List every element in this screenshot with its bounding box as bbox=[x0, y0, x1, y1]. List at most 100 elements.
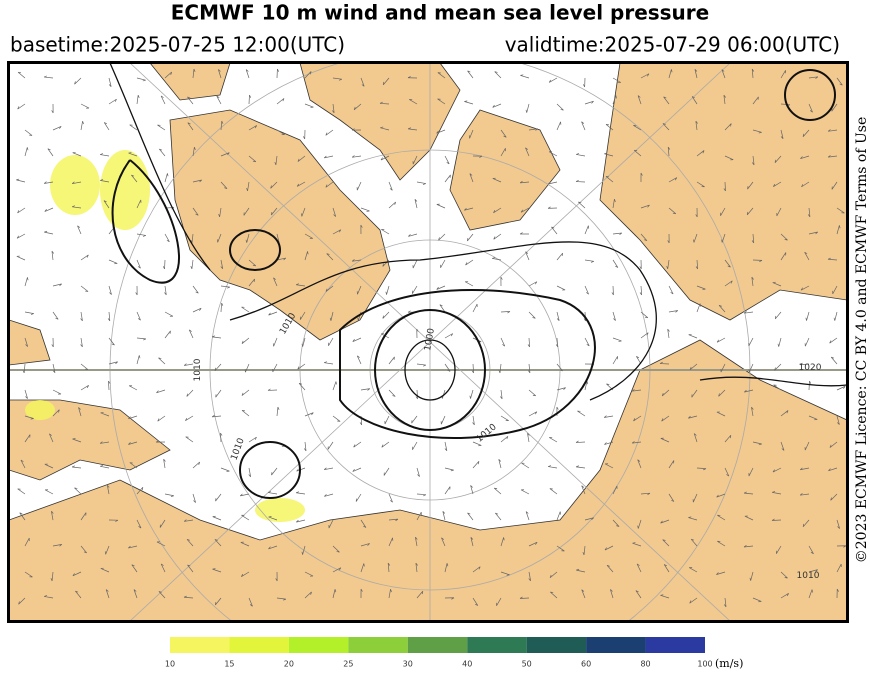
wind-arrow bbox=[549, 571, 558, 579]
wind-arrow bbox=[156, 389, 166, 394]
validtime: validtime:2025-07-29 06:00(UTC) bbox=[505, 33, 840, 57]
wind-arrow bbox=[464, 281, 474, 287]
wind-arrow bbox=[276, 68, 280, 79]
wind-arrow bbox=[716, 411, 726, 417]
wind-arrow bbox=[78, 407, 82, 417]
wind-arrow bbox=[212, 515, 222, 521]
wind-arrow bbox=[772, 491, 782, 495]
wind-arrow bbox=[584, 259, 595, 263]
wind-arrow bbox=[472, 597, 479, 606]
wind-arrows bbox=[16, 68, 847, 608]
contour-label: 1010 bbox=[797, 571, 820, 581]
wind-arrow bbox=[604, 441, 614, 445]
wind-arrow bbox=[164, 330, 171, 339]
wind-arrow bbox=[633, 415, 642, 422]
wind-arrow bbox=[51, 337, 54, 348]
wind-arrow bbox=[22, 363, 26, 374]
wind-arrow bbox=[471, 363, 474, 374]
wind-arrow bbox=[691, 389, 698, 398]
wind-arrow bbox=[743, 491, 754, 495]
wind-arrow bbox=[631, 441, 642, 444]
wind-arrow bbox=[612, 337, 622, 342]
wind-arrow bbox=[328, 337, 334, 346]
wind-arrow bbox=[80, 385, 89, 391]
wind-arrow bbox=[360, 563, 365, 573]
wind-arrow bbox=[472, 303, 478, 313]
wind-arrow bbox=[275, 571, 278, 582]
wind-arrow bbox=[577, 410, 586, 417]
wind-arrow bbox=[827, 155, 838, 158]
wind-arrow bbox=[414, 199, 418, 209]
wind-arrow bbox=[661, 389, 670, 397]
wind-arrow bbox=[72, 151, 82, 157]
wind-arrow bbox=[831, 181, 838, 190]
wind-arrow bbox=[689, 363, 698, 371]
wind-arrow bbox=[158, 357, 166, 365]
wind-arrow bbox=[752, 597, 762, 603]
wind-arrow bbox=[51, 250, 54, 261]
wind-arrow bbox=[360, 388, 371, 391]
wind-arrow bbox=[720, 363, 726, 373]
wind-arrow bbox=[248, 436, 257, 443]
wind-arrow bbox=[500, 415, 509, 421]
wind-arrow bbox=[380, 155, 390, 161]
wind-arrow bbox=[248, 597, 253, 607]
colorbar-segment bbox=[288, 637, 349, 653]
wind-arrow bbox=[332, 229, 342, 235]
wind-arrow bbox=[836, 519, 841, 529]
wind-arrow bbox=[776, 207, 782, 217]
wind-arrow bbox=[808, 231, 819, 235]
wind-arrow bbox=[273, 277, 278, 287]
wind-arrow bbox=[724, 280, 733, 287]
wind-arrow bbox=[832, 285, 838, 295]
colorbar-label: 40 bbox=[462, 660, 472, 669]
wind-arrow bbox=[500, 148, 506, 157]
wind-arrow bbox=[752, 129, 762, 134]
wind-arrow bbox=[215, 389, 222, 398]
wind-arrow bbox=[20, 459, 26, 469]
wind-arrow bbox=[303, 129, 306, 140]
wind-arrow bbox=[584, 337, 590, 347]
wind-arrow bbox=[748, 363, 754, 373]
wind-arrow bbox=[640, 204, 650, 209]
wind-arrow bbox=[583, 77, 586, 88]
wind-arrow bbox=[24, 389, 28, 399]
wind-arrow bbox=[606, 564, 614, 573]
wind-arrow bbox=[355, 493, 362, 502]
wind-arrow bbox=[472, 155, 483, 158]
wind-arrow bbox=[351, 155, 362, 158]
wind-arrow bbox=[49, 433, 54, 443]
wind-arrow bbox=[717, 540, 726, 547]
wind-arrow bbox=[691, 96, 698, 105]
wind-arrow bbox=[71, 205, 82, 209]
wind-arrow bbox=[187, 564, 194, 573]
wind-arrow bbox=[527, 363, 531, 374]
wind-arrow bbox=[214, 363, 222, 371]
wind-arrow bbox=[528, 311, 536, 319]
wind-arrow bbox=[688, 415, 698, 419]
wind-arrow bbox=[828, 467, 838, 472]
wind-arrow bbox=[604, 463, 614, 469]
wind-arrow bbox=[158, 148, 166, 157]
wind-arrow bbox=[381, 441, 390, 448]
wind-arrow bbox=[716, 571, 726, 575]
wind-arrow bbox=[830, 493, 838, 501]
wind-arrow bbox=[690, 538, 698, 547]
wind-arrow bbox=[74, 77, 82, 85]
wind-arrow bbox=[527, 337, 530, 348]
wind-arrow bbox=[496, 597, 502, 606]
wind-arrow bbox=[164, 285, 167, 296]
wind-arrow bbox=[780, 571, 788, 579]
wind-arrow bbox=[492, 177, 502, 183]
wind-arrow bbox=[464, 207, 474, 211]
wind-arrow bbox=[99, 441, 110, 444]
wind-arrow bbox=[80, 337, 83, 348]
wind-arrow bbox=[444, 174, 451, 183]
wind-arrow bbox=[500, 337, 506, 347]
wind-arrow bbox=[379, 101, 390, 105]
wind-arrow bbox=[75, 590, 82, 599]
colorbar-label: 30 bbox=[403, 660, 413, 669]
wind-arrow bbox=[662, 539, 670, 547]
wind-arrow bbox=[248, 467, 251, 478]
wind-arrow bbox=[830, 356, 838, 365]
